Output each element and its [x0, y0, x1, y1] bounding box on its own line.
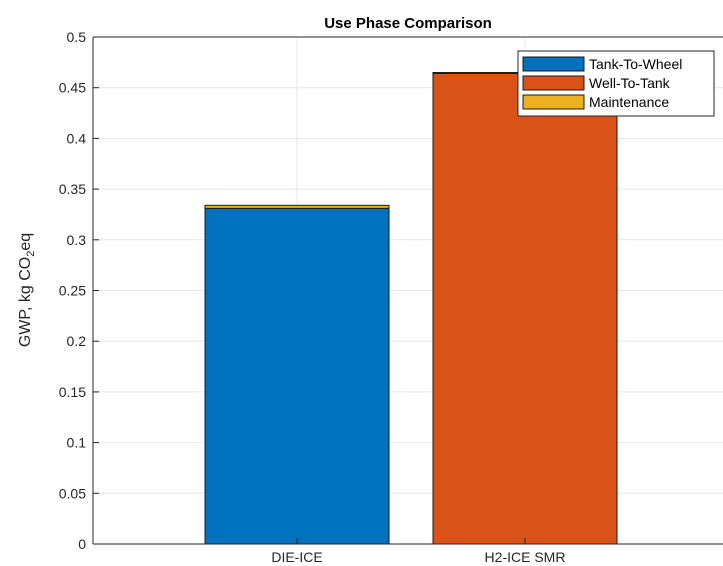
x-tick-label: H2-ICE SMR — [485, 549, 566, 565]
bar-segment — [432, 73, 618, 545]
legend-swatch — [522, 75, 585, 91]
legend-swatch — [522, 94, 585, 110]
y-axis-label-suffix: eq — [17, 233, 34, 251]
y-axis-label-main: GWP, kg CO — [17, 257, 34, 347]
bars — [204, 71, 618, 545]
legend-swatch — [522, 56, 585, 72]
chart-title: Use Phase Comparison — [324, 15, 492, 32]
y-tick-label: 0 — [78, 536, 86, 552]
y-tick-label: 0.3 — [67, 232, 87, 248]
y-axis-ticks: 0 0.05 0.1 0.15 0.2 0.25 0.3 0.35 0.4 0.45 0.5 — [59, 29, 99, 552]
legend-label: Maintenance — [589, 94, 669, 110]
y-tick-label: 0.25 — [59, 283, 86, 299]
y-tick-label: 0.45 — [59, 80, 86, 96]
y-tick-label: 0.1 — [67, 435, 87, 451]
y-axis-label: GWP, kg CO2eq — [17, 233, 37, 347]
y-tick-label: 0.4 — [67, 130, 87, 146]
bar-segment — [204, 204, 390, 209]
y-tick-label: 0.15 — [59, 384, 86, 400]
y-tick-label: 0.35 — [59, 181, 86, 197]
y-axis-label-subscript: 2 — [25, 251, 37, 257]
legend-label: Well-To-Tank — [589, 75, 671, 91]
x-axis-ticks: DIE-ICE H2-ICE SMR — [271, 538, 565, 565]
y-tick-label: 0.05 — [59, 485, 86, 501]
legend-label: Tank-To-Wheel — [589, 56, 682, 72]
y-tick-label: 0.2 — [67, 333, 87, 349]
legend: Tank-To-Wheel Well-To-Tank Maintenance — [517, 50, 715, 117]
y-tick-label: 0.5 — [67, 29, 87, 45]
x-tick-label: DIE-ICE — [271, 549, 322, 565]
bar-segment — [204, 207, 390, 545]
